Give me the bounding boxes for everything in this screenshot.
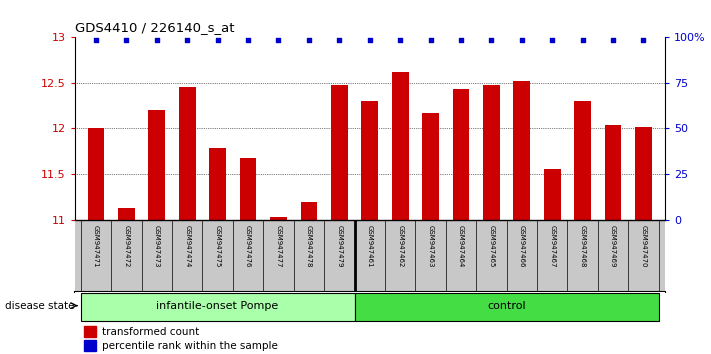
Point [121, 37, 132, 43]
Text: GSM947478: GSM947478 [306, 225, 312, 268]
Bar [331, 85, 348, 219]
Point [486, 37, 497, 43]
Text: GSM947466: GSM947466 [519, 225, 525, 268]
Text: GSM947479: GSM947479 [336, 225, 342, 268]
Text: GSM947472: GSM947472 [124, 225, 129, 268]
Point [242, 37, 254, 43]
Text: GDS4410 / 226140_s_at: GDS4410 / 226140_s_at [75, 21, 234, 34]
Point [516, 37, 528, 43]
Bar [81, 293, 355, 321]
Point [364, 37, 375, 43]
Bar [355, 293, 658, 321]
Text: GSM947467: GSM947467 [549, 225, 555, 268]
Bar [453, 89, 469, 219]
Bar [270, 217, 287, 219]
Text: GSM947462: GSM947462 [397, 225, 403, 268]
Text: GSM947461: GSM947461 [367, 225, 373, 268]
Bar [513, 81, 530, 219]
Text: disease state: disease state [4, 301, 74, 311]
Point [607, 37, 619, 43]
Text: GSM947474: GSM947474 [184, 225, 191, 268]
Bar [118, 208, 134, 219]
Bar [209, 148, 226, 219]
Point [273, 37, 284, 43]
Point [303, 37, 314, 43]
Bar [544, 170, 560, 219]
Point [90, 37, 102, 43]
Bar [179, 87, 196, 219]
Text: control: control [487, 301, 526, 311]
Point [395, 37, 406, 43]
Text: GSM947464: GSM947464 [458, 225, 464, 268]
Text: GSM947465: GSM947465 [488, 225, 494, 268]
Text: transformed count: transformed count [102, 326, 199, 337]
Bar [483, 85, 500, 219]
Bar [149, 110, 165, 219]
Point [547, 37, 558, 43]
Point [425, 37, 437, 43]
Bar [361, 101, 378, 219]
Bar [422, 113, 439, 219]
Bar [635, 126, 652, 219]
Text: GSM947471: GSM947471 [93, 225, 99, 268]
Text: GSM947463: GSM947463 [427, 225, 434, 268]
Bar [87, 129, 105, 219]
Bar [84, 326, 96, 337]
Text: percentile rank within the sample: percentile rank within the sample [102, 341, 278, 350]
Bar [574, 101, 591, 219]
Bar [240, 158, 257, 219]
Bar [605, 125, 621, 219]
Bar [84, 340, 96, 351]
Bar [392, 72, 409, 219]
Point [638, 37, 649, 43]
Text: GSM947473: GSM947473 [154, 225, 160, 268]
Point [181, 37, 193, 43]
Text: GSM947470: GSM947470 [641, 225, 646, 268]
Point [212, 37, 223, 43]
Point [455, 37, 466, 43]
Text: GSM947469: GSM947469 [610, 225, 616, 268]
Point [151, 37, 163, 43]
Point [333, 37, 345, 43]
Text: GSM947475: GSM947475 [215, 225, 220, 268]
Text: GSM947476: GSM947476 [245, 225, 251, 268]
Text: GSM947477: GSM947477 [275, 225, 282, 268]
Text: GSM947468: GSM947468 [579, 225, 586, 268]
Bar [301, 202, 317, 219]
Point [577, 37, 588, 43]
Text: infantile-onset Pompe: infantile-onset Pompe [156, 301, 279, 311]
